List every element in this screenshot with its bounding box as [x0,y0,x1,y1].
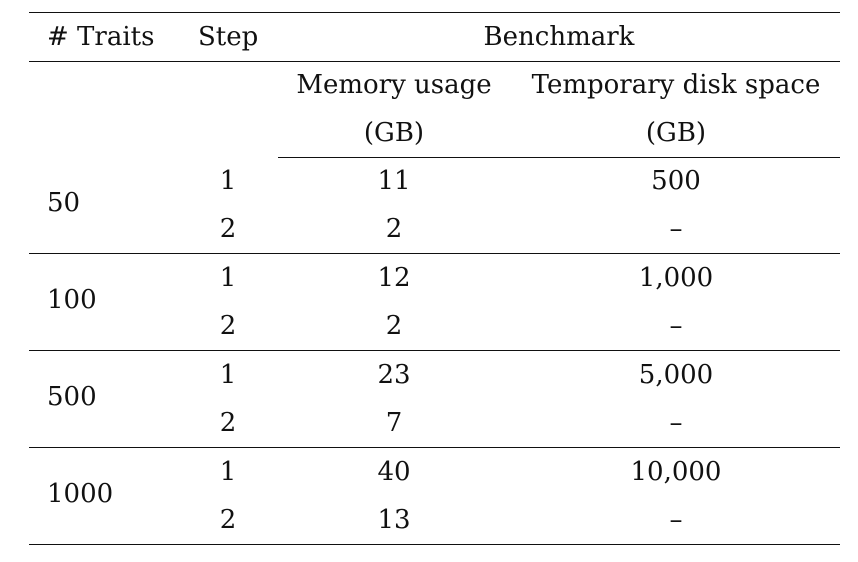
table-row-disk: – [669,505,683,535]
table-row-disk: 5,000 [638,360,714,390]
header-disk-line2: (GB) [645,118,707,148]
subheader-rule [278,157,840,158]
group-rule-3 [29,447,840,448]
table-row-memory: 2 [385,214,403,244]
table-row-step: 1 [219,457,237,487]
header-disk-line1: Temporary disk space [531,70,821,100]
benchmark-table: # Traits Step Benchmark Memory usage (GB… [29,12,840,547]
table-row-memory: 12 [377,263,411,293]
table-row-disk: – [669,214,683,244]
group-traits: 1000 [47,479,114,509]
table-row-step: 1 [219,263,237,293]
group-traits: 50 [47,188,81,218]
table-row-step: 2 [219,311,237,341]
table-row-step: 2 [219,505,237,535]
table-row-step: 1 [219,360,237,390]
table-row-memory: 11 [377,166,411,196]
group-rule-2 [29,350,840,351]
bottom-rule [29,544,840,545]
table-row-step: 2 [219,408,237,438]
header-benchmark: Benchmark [483,22,635,52]
header-memory-line2: (GB) [363,118,425,148]
group-traits: 500 [47,382,97,412]
header-step: Step [198,22,259,52]
table-row-disk: 10,000 [630,457,722,487]
table-row-memory: 23 [377,360,411,390]
header-traits: # Traits [47,22,155,52]
table-row-disk: – [669,311,683,341]
table-row-step: 2 [219,214,237,244]
table-row-memory: 40 [377,457,411,487]
table-row-disk: 1,000 [638,263,714,293]
header-memory-line1: Memory usage [296,70,492,100]
table-row-memory: 7 [385,408,403,438]
table-row-step: 1 [219,166,237,196]
table-row-disk: – [669,408,683,438]
table-row-memory: 13 [377,505,411,535]
group-rule-1 [29,253,840,254]
table-row-disk: 500 [651,166,701,196]
top-rule [29,12,840,13]
group-traits: 100 [47,285,97,315]
header-rule [29,61,840,62]
table-row-memory: 2 [385,311,403,341]
